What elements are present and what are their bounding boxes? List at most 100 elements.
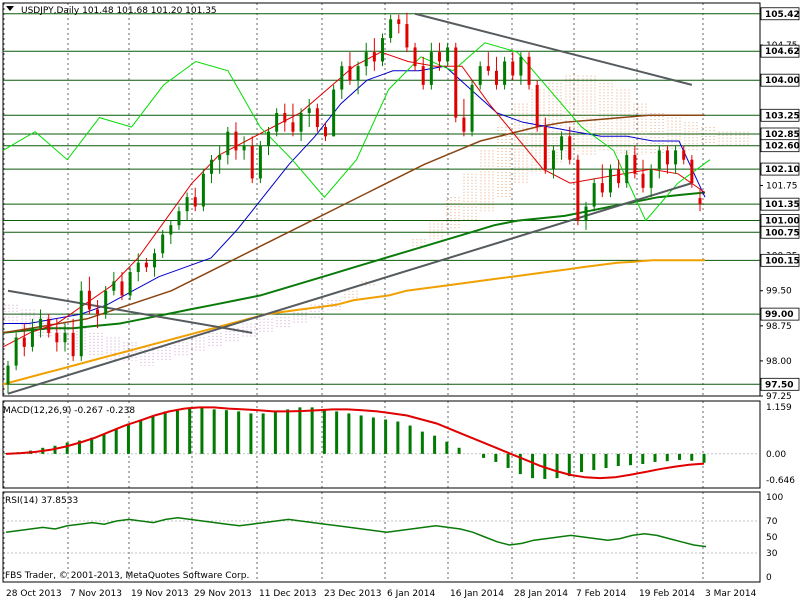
candle-body (682, 150, 686, 160)
candle-body (446, 47, 450, 62)
candle-body (633, 155, 637, 174)
macd-label: MACD(12,26,9) -0.267 -0.238 (3, 406, 135, 416)
trendline-resistance (414, 12, 693, 86)
candle-body (71, 332, 75, 357)
candle-body (454, 47, 458, 118)
candle-body (332, 89, 336, 137)
candle-body (551, 150, 555, 170)
candles (6, 12, 702, 394)
candle-body (486, 66, 490, 71)
rsi-tick-label: 100 (766, 493, 783, 503)
x-tick-label: 19 Feb 2014 (639, 589, 695, 599)
candle-body (674, 150, 678, 165)
x-tick-label: 6 Jan 2014 (387, 589, 435, 599)
candle-body (55, 332, 59, 343)
candle-body (478, 66, 482, 85)
candle-body (275, 112, 279, 132)
candle-body (560, 136, 564, 151)
candle-body (242, 145, 246, 151)
candle-body (584, 206, 588, 221)
candle-body (258, 145, 262, 179)
candle-body (397, 19, 401, 25)
pane-frame (2, 2, 761, 397)
candle-body (649, 169, 653, 188)
x-tick-label: 29 Nov 2013 (194, 589, 252, 599)
candle-body (112, 281, 116, 291)
candle-body (47, 318, 51, 333)
price-tick-label: 102.10 (765, 165, 800, 175)
macd-signal-line (5, 406, 705, 480)
price-tick-label: 100.75 (765, 228, 800, 238)
candle-body (519, 56, 523, 76)
rsi-line (5, 517, 707, 548)
price-tick-label: 99.00 (765, 310, 793, 320)
price-tick-label: 98.75 (766, 322, 792, 332)
candle-body (503, 61, 507, 85)
price-box (760, 197, 800, 211)
candle-body (201, 173, 205, 207)
candle-body (429, 52, 433, 85)
candle-body (372, 52, 376, 62)
price-tick-label: 101.35 (765, 200, 800, 210)
x-tick-label: 7 Nov 2013 (70, 589, 122, 599)
candle-body (389, 19, 393, 39)
rsi-pane (3, 517, 760, 554)
price-box (760, 253, 800, 267)
macd-pane (3, 406, 760, 480)
candle-body (600, 183, 604, 193)
price-tick-label: 102.85 (765, 130, 800, 140)
candle-body (63, 332, 67, 343)
candle-body (128, 272, 132, 296)
candle-body (193, 197, 197, 207)
candle-body (96, 309, 100, 315)
candle-body (185, 197, 189, 212)
pane-frame (2, 491, 761, 583)
candle-body (87, 290, 91, 310)
candle-body (299, 112, 303, 132)
candle-body (6, 365, 10, 385)
candle-body (144, 262, 148, 268)
candle-body (250, 145, 254, 179)
candle-body (413, 47, 417, 67)
candle-body (136, 262, 140, 273)
axes: 28 Oct 2013 7 Nov 2013 19 Nov 2013 29 Nov 2… (6, 6, 800, 599)
dropdown-icon (6, 6, 14, 11)
sma-long-line (2, 259, 705, 386)
price-tick-label: 104.00 (765, 76, 800, 86)
candle-body (30, 328, 34, 347)
candle-body (104, 290, 108, 315)
candle-body (690, 159, 694, 184)
x-tick-label: 23 Dec 2013 (324, 589, 382, 599)
candle-body (14, 337, 18, 366)
candle-body (608, 169, 612, 193)
candle-body (218, 155, 222, 160)
trendline-early (7, 289, 253, 334)
candle-body (267, 131, 271, 146)
price-tick-label: 104.62 (765, 47, 800, 57)
candle-body (307, 108, 311, 113)
candle-body (527, 56, 531, 85)
price-box (760, 377, 800, 391)
candle-body (234, 131, 238, 151)
pane-frame (2, 400, 761, 489)
price-tick-label: 100.15 (765, 256, 800, 266)
candle-body (535, 84, 539, 127)
candle-body (511, 61, 515, 76)
x-tick-label: 7 Feb 2014 (576, 589, 627, 599)
candle-body (665, 150, 669, 165)
macd-tick-label: -0.646 (766, 476, 795, 486)
price-box (760, 73, 800, 87)
candle-body (625, 155, 629, 184)
price-tick-label: 98.00 (766, 357, 792, 367)
price-box (760, 139, 800, 153)
candle-body (356, 66, 360, 81)
candle-body (169, 225, 173, 235)
candle-body (340, 66, 344, 90)
price-tick-label: 101.75 (766, 181, 798, 191)
rsi-tick-label: 30 (766, 549, 778, 559)
candle-body (698, 198, 702, 205)
rsi-tick-label: 0 (766, 573, 772, 583)
price-tick-label: 101.00 (765, 217, 800, 227)
ma-green-line (2, 191, 706, 334)
